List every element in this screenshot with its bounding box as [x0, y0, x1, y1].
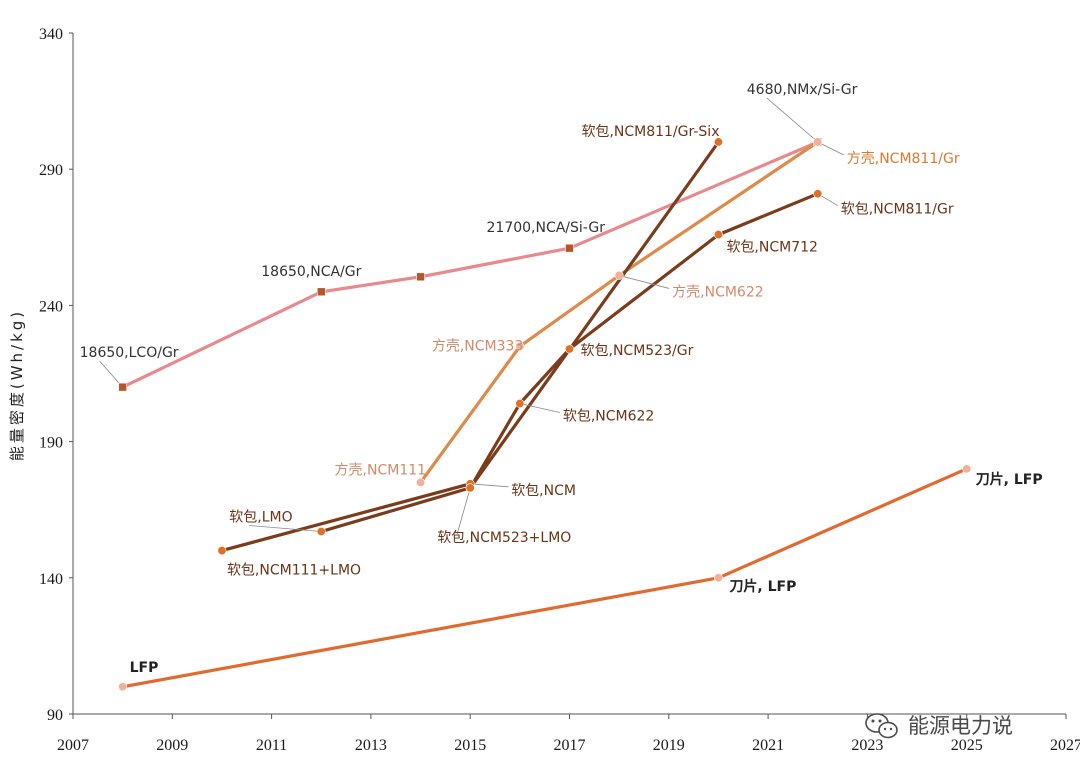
annotation-rb-523lmo: 软包,NCM523+LMO — [437, 530, 571, 546]
y-tick-label: 290 — [39, 162, 63, 179]
annotation-leader-rb-622 — [519, 403, 560, 413]
y-tick-label: 190 — [39, 435, 63, 452]
wechat-icon — [865, 713, 898, 739]
annotation-fk-811: 方壳,NCM811/Gr — [847, 150, 960, 167]
watermark: 能源电力说 — [865, 713, 1013, 739]
x-tick-label: 2013 — [355, 737, 387, 754]
data-point-marker — [564, 344, 574, 354]
series-line-3 — [319, 486, 472, 534]
annotation-leader-fk-622 — [619, 275, 670, 289]
annotation-lfp-2008: LFP — [130, 660, 159, 676]
data-point-marker — [713, 137, 723, 147]
series-lines — [121, 140, 969, 689]
annotation-leader-rb-lmo — [249, 525, 322, 532]
y-tick-label: 140 — [39, 571, 63, 588]
x-tick-label: 2021 — [752, 737, 784, 754]
annotation-leader-rb-523lmo — [456, 487, 471, 535]
x-tick-label: 2015 — [454, 737, 486, 754]
watermark-text: 能源电力说 — [908, 714, 1013, 738]
data-point-marker — [713, 230, 723, 240]
data-point-marker — [614, 270, 624, 280]
annotation-leader-lco — [99, 360, 123, 388]
annotation-fk-622: 方壳,NCM622 — [672, 283, 764, 300]
data-point-marker — [713, 573, 723, 583]
annotation-leader-rb-ncm — [470, 483, 509, 488]
data-point-marker — [316, 287, 326, 297]
x-tick-label: 2007 — [57, 737, 89, 754]
x-tick-label: 2019 — [653, 737, 685, 754]
data-point-marker — [465, 483, 475, 493]
y-axis-label: 能量密度(Wh/kg) — [8, 309, 26, 461]
annotation-blade-2020: 刀片, LFP — [729, 578, 796, 595]
data-point-marker — [416, 272, 425, 282]
series-line-2 — [220, 482, 472, 553]
annotation-rb-811: 软包,NCM811/Gr — [841, 202, 954, 218]
series-line-1 — [418, 140, 820, 485]
data-point-marker — [515, 341, 525, 351]
x-tick-label: 2017 — [554, 737, 586, 754]
annotations: 18650,LCO/Gr 18650,NCA/Gr 21700,NCA/Si-Gr 4… — [80, 82, 1043, 676]
annotation-nca-sigr: 21700,NCA/Si-Gr — [487, 220, 606, 236]
annotation-rb-ncm: 软包,NCM — [511, 483, 576, 499]
series-line-5 — [468, 140, 721, 490]
annotation-lco: 18650,LCO/Gr — [80, 345, 179, 361]
annotation-nca-gr: 18650,NCA/Gr — [261, 264, 361, 280]
y-tick-label: 240 — [39, 298, 63, 315]
y-tick-label: 340 — [39, 26, 63, 43]
data-point-marker — [118, 382, 127, 392]
data-point-marker — [316, 526, 326, 536]
annotation-rb-622: 软包,NCM622 — [563, 408, 655, 424]
data-point-marker — [118, 682, 128, 692]
series-markers — [118, 137, 972, 692]
x-tick-label: 2011 — [256, 737, 287, 754]
annotation-rb-523gr: 软包,NCM523/Gr — [581, 343, 694, 359]
x-tick-label: 2009 — [156, 737, 188, 754]
annotation-blade-2025: 刀片, LFP — [976, 471, 1043, 488]
data-point-marker — [515, 398, 525, 408]
data-point-marker — [813, 137, 823, 147]
x-tick-label: 2023 — [851, 737, 883, 754]
annotation-rb-lmo: 软包,LMO — [229, 509, 292, 525]
data-point-marker — [416, 477, 426, 487]
axes: 90 140 190 240 290 340 2007 2009 2011 2013 2015 201… — [39, 26, 1080, 754]
annotation-fk-111: 方壳,NCM111 — [335, 461, 427, 478]
annotation-rb-111lmo: 软包,NCM111+LMO — [227, 563, 361, 579]
annotation-nmx: 4680,NMx/Si-Gr — [747, 82, 858, 98]
annotation-leader-fk-811 — [817, 141, 844, 156]
annotation-rb-811six: 软包,NCM811/Gr-Six — [581, 124, 719, 140]
data-point-marker — [962, 464, 972, 474]
annotation-rb-712: 软包,NCM712 — [726, 240, 818, 256]
y-tick-label: 90 — [47, 707, 63, 724]
data-point-marker — [565, 243, 574, 253]
data-point-marker — [813, 189, 823, 199]
annotation-leader-lines — [99, 97, 844, 535]
x-tick-label: 2025 — [951, 737, 983, 754]
x-tick-label: 2027 — [1050, 737, 1080, 754]
data-point-marker — [217, 546, 227, 556]
annotation-leader-nmx — [766, 97, 819, 143]
annotation-fk-333: 方壳,NCM333 — [432, 337, 523, 354]
